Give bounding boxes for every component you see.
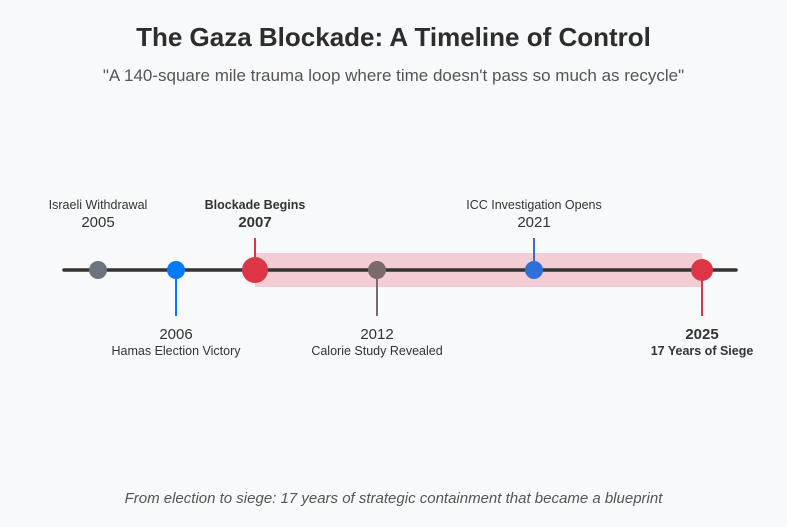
event-marker-blockade (242, 257, 268, 283)
event-year-siege: 2025 (685, 326, 718, 343)
event-year-withdrawal: 2005 (81, 214, 114, 231)
event-label-calorie: Calorie Study Revealed (311, 344, 442, 358)
page-title: The Gaza Blockade: A Timeline of Control (136, 22, 651, 52)
event-label-withdrawal: Israeli Withdrawal (49, 198, 148, 212)
event-marker-withdrawal (89, 261, 107, 279)
event-label-siege: 17 Years of Siege (651, 344, 754, 358)
event-year-blockade: 2007 (238, 214, 271, 231)
event-year-election: 2006 (159, 326, 192, 343)
event-label-icc: ICC Investigation Opens (466, 198, 602, 212)
page-subtitle: "A 140-square mile trauma loop where tim… (102, 66, 685, 85)
event-marker-election (167, 261, 185, 279)
event-year-calorie: 2012 (360, 326, 393, 343)
event-year-icc: 2021 (517, 214, 550, 231)
event-marker-calorie (368, 261, 386, 279)
event-label-election: Hamas Election Victory (112, 344, 242, 358)
footer-caption: From election to siege: 17 years of stra… (124, 490, 663, 507)
event-marker-icc (525, 261, 543, 279)
event-label-blockade: Blockade Begins (205, 198, 306, 212)
event-marker-siege (691, 259, 713, 281)
